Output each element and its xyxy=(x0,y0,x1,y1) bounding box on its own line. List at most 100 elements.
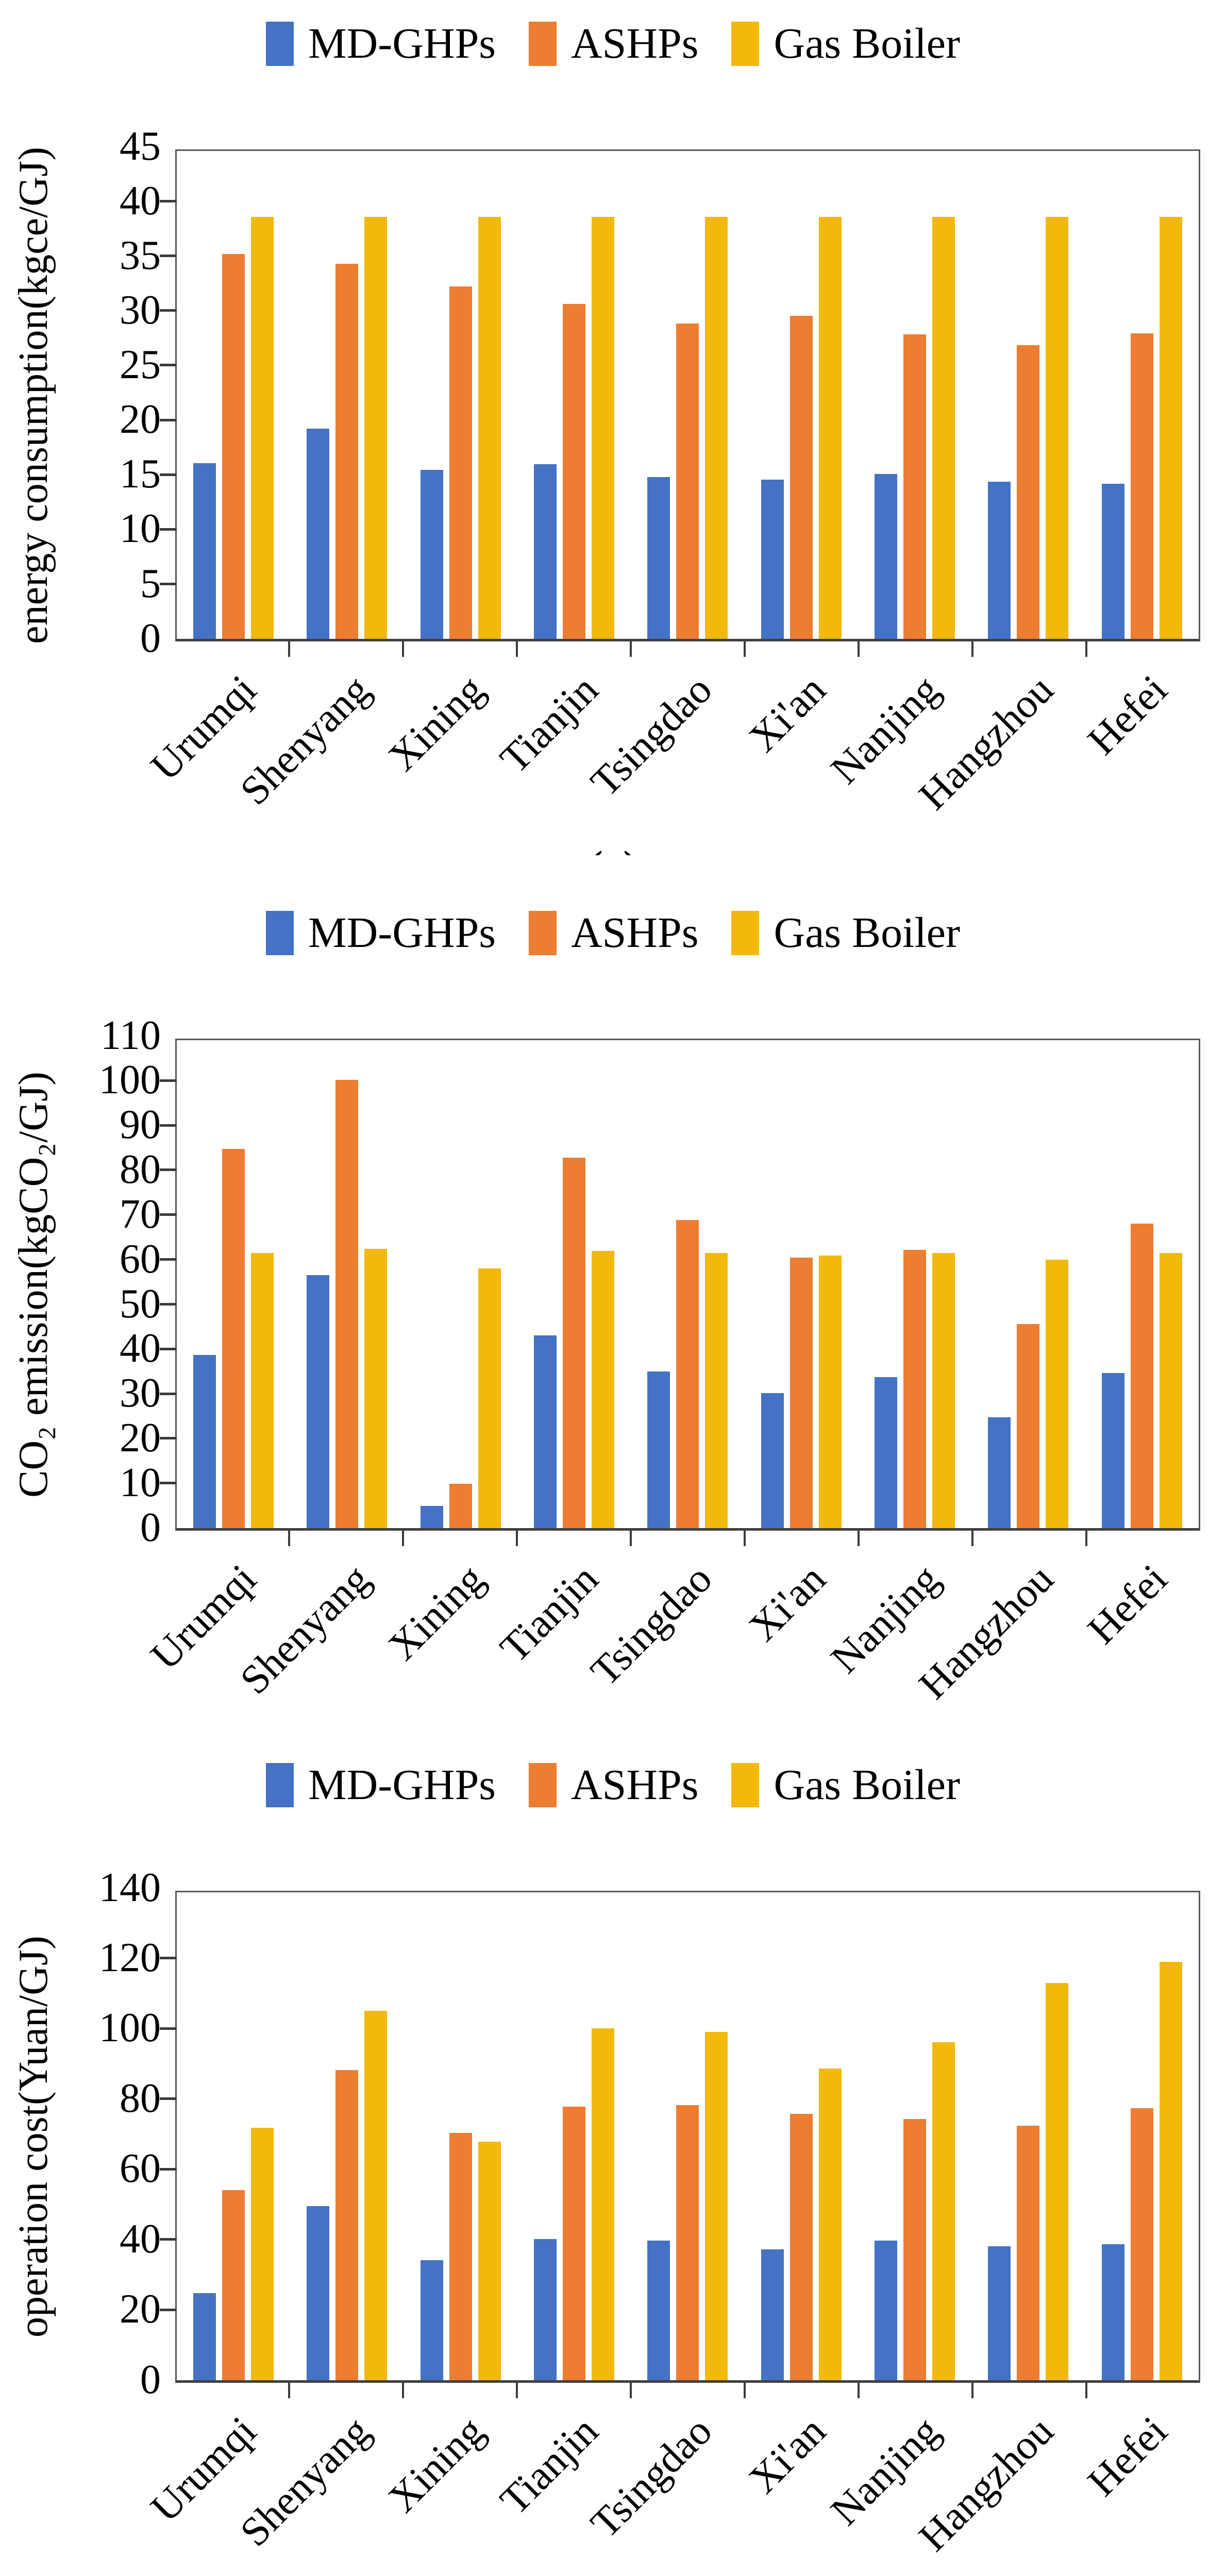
x-label-tianjin: Tianjin xyxy=(491,667,607,782)
legend-item: Gas Boiler xyxy=(731,22,960,66)
legend-label: Gas Boiler xyxy=(774,1761,961,1809)
bar-group-hangzhou xyxy=(971,1040,1085,1528)
y-axis-tick-labels: 0 10 20 30 40 50 60 70 80 90 100 110 xyxy=(67,1015,175,1548)
y-axis-title: CO₂ emission(kgCO₂/GJ) xyxy=(11,1072,56,1498)
bar-gas boiler xyxy=(364,1248,388,1528)
y-tick-mark xyxy=(160,1482,177,1485)
y-tick-mark xyxy=(160,1124,177,1127)
y-tick-mark xyxy=(160,200,177,203)
legend-swatch-ashps xyxy=(529,1763,557,1807)
x-tick-mark xyxy=(744,1531,746,1546)
bar-group-tsingdao xyxy=(631,1040,744,1528)
y-tick-mark xyxy=(160,582,177,585)
y-tick-label: 120 xyxy=(99,1935,161,1981)
bar-group-tsingdao xyxy=(631,151,744,639)
x-label-xi'an: Xi'an xyxy=(740,667,835,761)
bar-group-tsingdao xyxy=(631,1892,744,2380)
legend-label: ASHPs xyxy=(571,20,699,67)
bar-ashps xyxy=(563,2107,586,2380)
x-tick-mark xyxy=(288,1531,290,1546)
y-tick-label: 80 xyxy=(120,1147,161,1193)
y-tick-mark xyxy=(160,255,177,258)
bar-group-shenyang xyxy=(290,1892,404,2380)
x-label-tsingdao: Tsingdao xyxy=(582,1556,721,1694)
bar-ashps xyxy=(1130,1224,1153,1528)
x-axis-labels: Urumqi Shenyang Xining Tianjin Tsingdao Xi'an… xyxy=(142,1531,1200,1722)
bar-gas boiler xyxy=(1159,1253,1182,1528)
bar-ashps xyxy=(1017,1324,1040,1528)
bar-ashps xyxy=(335,2070,359,2380)
bar-group-xining xyxy=(404,151,517,639)
legend-label: MD-GHPs xyxy=(308,20,496,67)
bar-md-ghps xyxy=(647,1371,670,1528)
legend-swatch-gas boiler xyxy=(731,1763,760,1807)
x-label-tianjin: Tianjin xyxy=(491,2408,607,2523)
chart-a: energy consumption(kgce/GJ) 0 5 10 15 20 25 30… xyxy=(0,126,1226,659)
y-tick-mark xyxy=(160,364,177,367)
legend-swatch-gas boiler xyxy=(731,911,760,955)
y-tick-label: 100 xyxy=(99,1057,161,1103)
bar-gas boiler xyxy=(251,1253,274,1528)
bar-md-ghps xyxy=(761,2249,784,2380)
bar-md-ghps xyxy=(875,2241,898,2380)
bar-group-nanjing xyxy=(858,151,971,639)
y-tick-label: 30 xyxy=(120,287,161,333)
bar-ashps xyxy=(903,334,927,639)
x-label-hefei: Hefei xyxy=(1079,667,1177,764)
bar-ashps xyxy=(449,286,472,639)
legend-swatch-ashps xyxy=(529,22,557,66)
y-tick-mark xyxy=(160,473,177,476)
bar-gas boiler xyxy=(932,217,955,639)
x-tick-mark xyxy=(858,1531,860,1546)
x-tick-mark xyxy=(1085,641,1087,657)
bar-md-ghps xyxy=(534,464,557,639)
bar-md-ghps xyxy=(988,2246,1011,2380)
bar-gas boiler xyxy=(1046,217,1069,639)
bar-gas boiler xyxy=(592,1250,615,1528)
bar-gas boiler xyxy=(478,217,501,639)
bar-gas boiler xyxy=(251,2127,274,2380)
bar-md-ghps xyxy=(193,463,216,639)
y-axis-tick-labels: 0 5 10 15 20 25 30 35 40 45 xyxy=(67,126,175,659)
bar-md-ghps xyxy=(1101,484,1124,639)
x-tick-mark xyxy=(971,1531,973,1546)
x-tick-mark xyxy=(288,2383,290,2398)
bar-group-nanjing xyxy=(858,1040,971,1528)
bar-group-hefei xyxy=(1085,151,1199,639)
x-label-hefei: Hefei xyxy=(1079,1556,1177,1653)
y-tick-label: 50 xyxy=(120,1281,161,1327)
bar-md-ghps xyxy=(1101,1372,1124,1528)
bar-group-nanjing xyxy=(858,1892,971,2380)
bar-md-ghps xyxy=(1101,2244,1124,2380)
y-tick-mark xyxy=(160,1302,177,1306)
y-tick-label: 35 xyxy=(120,232,161,278)
legend-item: Gas Boiler xyxy=(731,1763,960,1807)
x-tick-mark xyxy=(402,641,404,657)
y-axis-tick-labels: 0 20 40 60 80 100 120 140 xyxy=(67,1867,175,2400)
x-tick-mark xyxy=(971,641,973,657)
bar-group-hangzhou xyxy=(971,151,1085,639)
legend-label: ASHPs xyxy=(571,909,699,957)
y-tick-mark xyxy=(160,1957,177,1960)
legend-item: MD-GHPs xyxy=(265,911,496,955)
bar-ashps xyxy=(449,2132,472,2380)
bar-group-tianjin xyxy=(517,1892,631,2380)
y-tick-label: 20 xyxy=(120,1415,161,1461)
bar-group-tianjin xyxy=(517,151,631,639)
y-tick-mark xyxy=(160,1437,177,1440)
x-tick-mark xyxy=(744,2383,746,2398)
bar-md-ghps xyxy=(420,1505,443,1528)
bar-gas boiler xyxy=(818,1255,842,1528)
x-tick-mark xyxy=(858,641,860,657)
x-tick-mark xyxy=(630,641,632,657)
bar-ashps xyxy=(790,2113,813,2380)
y-tick-mark xyxy=(160,2097,177,2100)
x-axis-labels: Urumqi Shenyang Xining Tianjin Tsingdao Xi'an… xyxy=(142,641,1200,833)
legend-item: ASHPs xyxy=(529,911,698,955)
x-tick-mark xyxy=(402,1531,404,1546)
y-tick-label: 80 xyxy=(120,2075,161,2121)
legend-swatch-md-ghps xyxy=(265,1763,294,1807)
x-tick-mark xyxy=(1085,1531,1087,1546)
x-label-xining: Xining xyxy=(379,2408,493,2521)
x-tick-mark xyxy=(744,641,746,657)
